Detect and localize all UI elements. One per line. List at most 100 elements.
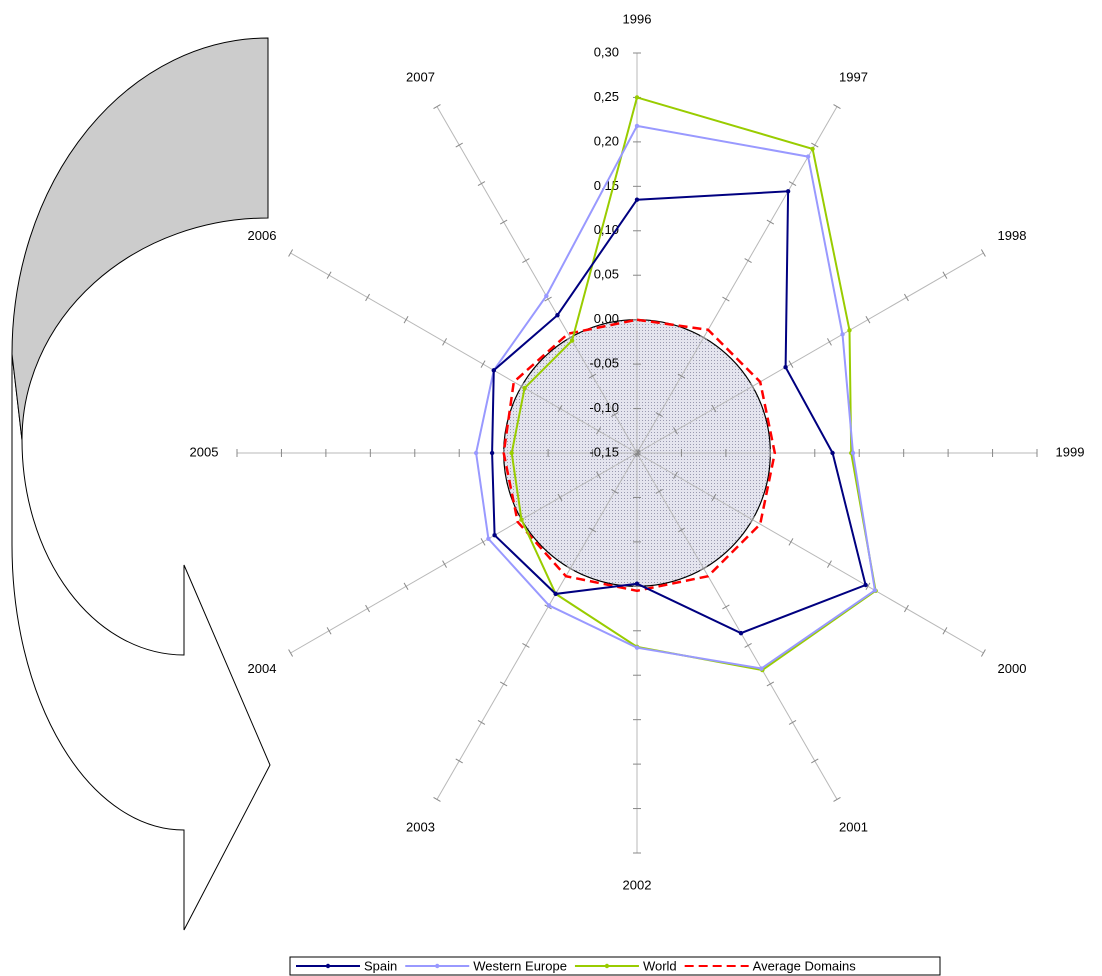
data-point: [491, 368, 497, 373]
tick-mark: [980, 649, 986, 657]
data-point: [555, 313, 560, 318]
tick-mark: [455, 142, 463, 148]
tick-mark: [827, 338, 832, 346]
series-line: [502, 318, 777, 593]
axis-line: [636, 106, 838, 454]
data-point: [519, 517, 524, 522]
data-point: [805, 154, 811, 159]
tick-mark: [403, 582, 409, 591]
data-point: [634, 645, 640, 650]
tick-mark: [865, 315, 871, 324]
tick-mark: [655, 489, 663, 494]
y-tick-label: 0,05: [594, 267, 619, 282]
arrow-front: [11, 353, 271, 931]
tick-mark: [455, 758, 463, 764]
y-tick-label: -0,05: [589, 356, 619, 371]
tick-mark: [499, 219, 508, 225]
data-point: [553, 591, 558, 597]
tick-mark: [480, 538, 486, 546]
data-point: [847, 328, 852, 333]
tick-mark: [557, 404, 563, 413]
tick-mark: [699, 335, 708, 340]
data-point: [863, 582, 868, 588]
tick-mark: [744, 258, 752, 263]
axis-line: [636, 452, 838, 800]
category-label: 1997: [839, 69, 868, 84]
data-point: [473, 450, 479, 456]
tick-mark: [811, 142, 819, 148]
tick-mark: [788, 719, 797, 725]
y-tick-label: 0,30: [594, 44, 619, 59]
tick-mark: [788, 360, 794, 368]
tick-mark: [633, 450, 641, 456]
category-label: 2005: [190, 444, 219, 459]
category-label: 1999: [1056, 444, 1085, 459]
tick-mark: [903, 293, 909, 302]
tick-mark: [865, 582, 871, 591]
tick-mark: [288, 649, 294, 657]
tick-mark: [677, 373, 686, 379]
axis-line: [290, 452, 638, 654]
legend: Spain Western Europe World Average Domains: [296, 958, 856, 973]
tick-mark: [596, 471, 601, 479]
legend-label: Western Europe: [473, 958, 567, 973]
tick-mark: [588, 527, 597, 533]
data-point: [569, 338, 575, 343]
category-label: 1996: [623, 11, 652, 26]
data-point: [830, 450, 835, 456]
tick-mark: [677, 527, 686, 533]
tick-mark: [544, 296, 552, 302]
category-label: 2000: [998, 661, 1027, 676]
tick-mark: [519, 382, 524, 391]
tick-mark: [433, 796, 441, 802]
tick-mark: [750, 515, 755, 524]
tick-mark: [711, 404, 717, 413]
category-label: 2006: [248, 228, 277, 243]
data-point: [738, 630, 744, 636]
y-tick-label: -0,15: [589, 444, 619, 459]
curved-arrow: [11, 37, 271, 931]
axis-line: [290, 252, 638, 454]
tick-mark: [499, 681, 508, 687]
legend-label: Average Domains: [753, 958, 857, 973]
tick-mark: [811, 758, 819, 764]
tick-mark: [596, 427, 601, 435]
tick-mark: [788, 538, 794, 546]
tick-mark: [611, 412, 619, 417]
tick-mark: [673, 427, 678, 435]
tick-mark: [365, 293, 371, 302]
tick-mark: [522, 258, 530, 263]
tick-mark: [711, 493, 717, 502]
tick-mark: [750, 382, 755, 391]
tick-mark: [480, 360, 486, 368]
tick-mark: [326, 627, 332, 635]
tick-mark: [655, 412, 663, 417]
tick-mark: [365, 604, 371, 613]
data-point: [634, 197, 640, 202]
data-point: [634, 581, 640, 586]
data-point: [509, 450, 514, 456]
legend-marker: [604, 963, 610, 969]
tick-mark: [766, 219, 775, 225]
y-tick-label: 0,25: [594, 89, 619, 104]
data-point: [785, 189, 791, 194]
y-tick-label: 0,20: [594, 133, 619, 148]
data-point: [546, 603, 552, 608]
tick-mark: [722, 296, 730, 302]
tick-mark: [477, 181, 486, 187]
tick-mark: [611, 489, 619, 494]
tick-mark: [833, 104, 841, 110]
tick-mark: [566, 566, 575, 571]
data-point: [492, 533, 497, 538]
tick-mark: [557, 493, 563, 502]
data-point: [850, 450, 856, 456]
data-point: [522, 385, 527, 391]
tick-mark: [699, 566, 708, 571]
tick-mark: [744, 643, 752, 648]
arrow-back: [11, 37, 269, 441]
data-point: [783, 365, 788, 370]
data-point: [544, 293, 549, 299]
tick-mark: [833, 796, 841, 802]
legend-marker: [325, 963, 331, 969]
